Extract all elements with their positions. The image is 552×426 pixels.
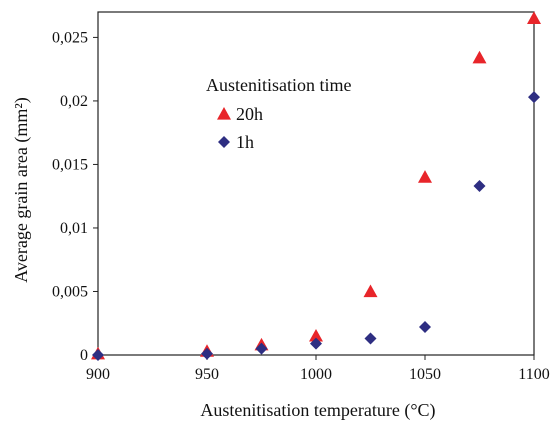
triangle-point-20h bbox=[363, 284, 378, 298]
y-tick-label: 0,01 bbox=[60, 220, 88, 237]
legend-label: 20h bbox=[236, 104, 263, 124]
legend: Austenitisation time 20h 1h bbox=[206, 75, 352, 152]
triangle-point-20h bbox=[472, 50, 487, 64]
x-tick-label: 950 bbox=[195, 366, 219, 383]
y-tick-label: 0 bbox=[80, 347, 88, 364]
axes bbox=[97, 11, 535, 356]
legend-triangle-icon bbox=[217, 107, 231, 120]
triangle-point-20h bbox=[527, 11, 541, 24]
triangle-point-20h bbox=[309, 328, 323, 342]
diamond-point-1h bbox=[473, 180, 486, 193]
ticks: 900 950 1000 1050 1100 0 0,005 0,01 0,015 0,02 0,0… bbox=[52, 29, 550, 383]
diamond-point-1h bbox=[255, 342, 268, 355]
x-axis-title: Austenitisation temperature (°C) bbox=[200, 400, 435, 421]
legend-diamond-icon bbox=[218, 136, 230, 148]
legend-label: 1h bbox=[236, 132, 254, 152]
x-tick-label: 1050 bbox=[409, 366, 441, 383]
x-tick-label: 1000 bbox=[300, 366, 332, 383]
diamond-point-1h bbox=[364, 332, 377, 345]
diamond-point-1h bbox=[310, 337, 322, 350]
y-tick-label: 0,02 bbox=[60, 93, 88, 110]
y-tick-label: 0,015 bbox=[52, 156, 88, 173]
diamond-point-1h bbox=[92, 349, 104, 361]
diamond-point-1h bbox=[201, 347, 213, 360]
plot-frame bbox=[97, 11, 535, 356]
x-tick-label: 1100 bbox=[518, 366, 549, 383]
diamond-point-1h bbox=[528, 91, 540, 104]
data-points bbox=[91, 11, 541, 361]
triangle-point-20h bbox=[418, 170, 432, 183]
y-tick-label: 0,005 bbox=[52, 283, 88, 300]
legend-title: Austenitisation time bbox=[206, 75, 352, 95]
y-axis-title: Average grain area (mm²) bbox=[11, 97, 32, 282]
x-tick-label: 900 bbox=[86, 366, 110, 383]
y-tick-label: 0,025 bbox=[52, 29, 88, 46]
diamond-point-1h bbox=[419, 321, 431, 334]
